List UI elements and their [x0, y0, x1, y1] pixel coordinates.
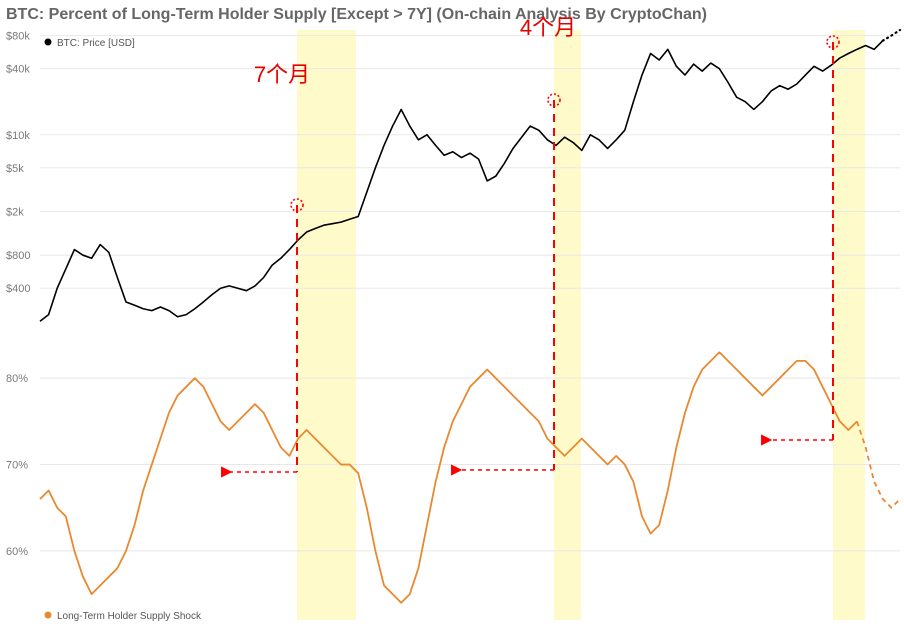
legend-label-price: BTC: Price [USD]: [57, 38, 135, 49]
price-line: [40, 41, 883, 322]
lth-line: [40, 352, 857, 602]
highlight-band: [554, 30, 581, 620]
highlight-band: [297, 30, 356, 620]
yaxis-tick-upper: $5k: [6, 163, 24, 175]
yaxis-tick-lower: 80%: [6, 373, 28, 385]
legend-dot-price: [45, 39, 52, 46]
yaxis-tick-upper: $80k: [6, 31, 30, 43]
yaxis-tick-upper: $800: [6, 250, 30, 262]
legend-dot-lth: [45, 612, 52, 619]
highlight-band: [833, 30, 865, 620]
yaxis-tick-upper: $400: [6, 283, 30, 295]
legend-label-lth: Long-Term Holder Supply Shock: [57, 611, 202, 622]
chart-container: BTC: Percent of Long-Term Holder Supply …: [0, 0, 904, 642]
chart-svg: $80k $40k $10k $5k $2k $800 $400 80% 70% 60% 7个月 4个…: [0, 0, 904, 642]
annotation-label: 7个月: [254, 62, 310, 87]
yaxis-tick-lower: 70%: [6, 460, 28, 472]
yaxis-tick-upper: $10k: [6, 130, 30, 142]
yaxis-tick-upper: $40k: [6, 64, 30, 76]
annotation-label: 4个月: [520, 15, 576, 40]
yaxis-tick-lower: 60%: [6, 546, 28, 558]
yaxis-tick-upper: $2k: [6, 206, 24, 218]
